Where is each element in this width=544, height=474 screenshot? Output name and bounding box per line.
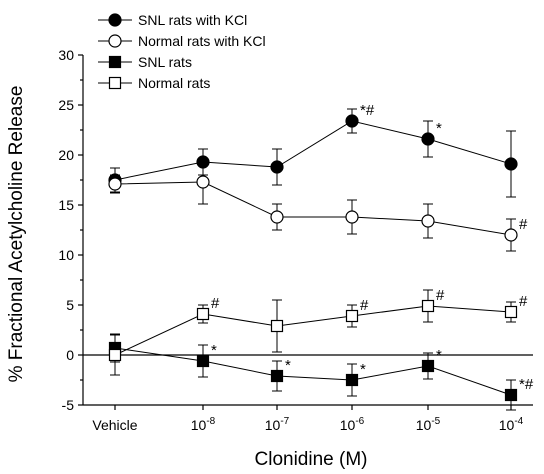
x-tick-label: Vehicle	[92, 417, 137, 433]
x-tick-label: 10-4	[499, 416, 524, 433]
series-line	[114, 347, 512, 396]
legend-marker	[108, 76, 122, 90]
y-tick-label: 30	[58, 47, 74, 63]
data-point	[345, 373, 359, 387]
y-tick-label: 25	[58, 97, 74, 113]
y-tick-label: 0	[66, 347, 74, 363]
series-line	[114, 120, 512, 181]
data-point	[421, 299, 435, 313]
significance-label: *	[285, 357, 291, 374]
data-point	[421, 359, 435, 373]
legend-marker	[108, 34, 122, 48]
data-point	[108, 348, 122, 362]
series-normal-rats-with-kcl: #	[108, 159, 528, 252]
y-tick-label: -5	[62, 397, 75, 413]
series-snl-rats: * * * * *#	[108, 333, 534, 411]
legend: SNL rats with KCl Normal rats with KCl SNL…	[98, 12, 266, 91]
legend-marker	[108, 13, 122, 27]
legend-label: SNL rats	[138, 54, 192, 70]
x-tick-label: 10-6	[340, 416, 365, 433]
data-point	[108, 177, 122, 191]
data-point	[345, 210, 359, 224]
data-point	[504, 388, 518, 402]
data-point	[270, 369, 284, 383]
legend-marker	[108, 55, 122, 69]
data-point	[270, 160, 284, 174]
series-line	[114, 305, 512, 356]
significance-label: *	[211, 342, 217, 359]
legend-label: Normal rats	[138, 75, 210, 91]
series-line	[114, 181, 512, 236]
data-point	[504, 305, 518, 319]
y-tick-label: 5	[66, 297, 74, 313]
series-normal-rats: # # # #	[108, 287, 528, 376]
data-point	[345, 114, 359, 128]
data-point	[196, 354, 210, 368]
data-point	[270, 210, 284, 224]
x-tick-label: 10-5	[416, 416, 441, 433]
y-tick-label: 20	[58, 147, 74, 163]
significance-label: #	[360, 297, 369, 314]
y-tick-label: 10	[58, 247, 74, 263]
x-tick-label: 10-8	[191, 416, 216, 433]
data-point	[421, 214, 435, 228]
significance-label: #	[519, 293, 528, 310]
data-marks: *#*#** ***## ## #	[108, 102, 534, 411]
legend-label: SNL rats with KCl	[138, 12, 247, 28]
x-tick-label: 10-7	[265, 416, 290, 433]
series-snl-rats-with-kcl: *# *	[108, 102, 518, 198]
significance-label: *#	[360, 102, 375, 119]
significance-label: *#	[519, 376, 534, 393]
data-point	[504, 228, 518, 242]
plot-axes: -5 0 5 10 15 20 25 30 Vehicle 10-8 10-7 10-6 10-5 10-…	[58, 47, 533, 433]
data-point	[196, 307, 210, 321]
significance-label: *	[436, 347, 442, 364]
significance-label: *	[436, 120, 442, 137]
significance-label: #	[519, 216, 528, 233]
x-axis-title: Clonidine (M)	[255, 449, 368, 470]
data-point	[345, 309, 359, 323]
y-tick-label: 15	[58, 197, 74, 213]
significance-label: *	[360, 361, 366, 378]
legend-label: Normal rats with KCl	[138, 33, 266, 49]
data-point	[421, 132, 435, 146]
data-point	[504, 157, 518, 171]
significance-label: #	[436, 287, 445, 304]
data-point	[270, 319, 284, 333]
data-point	[196, 175, 210, 189]
y-axis-title: % Fractional Acetylcholine Release	[6, 86, 27, 383]
significance-label: #	[211, 295, 220, 312]
